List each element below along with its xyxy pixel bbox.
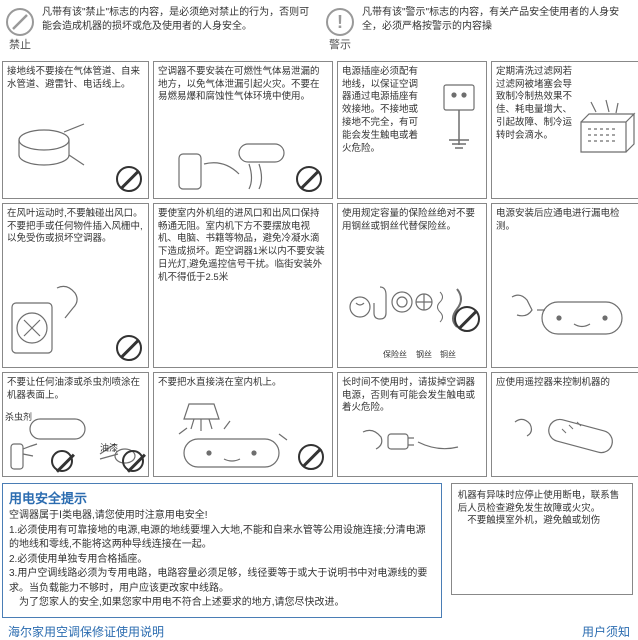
safety-title: 用电安全提示 xyxy=(9,490,435,508)
cell-water: 不要把水直接浇在室内机上。 xyxy=(153,372,333,477)
warning-text: 凡带有该"警示"标志的内容，有关产品安全使用者的人身安全，必须严格按警示的内容操 xyxy=(362,6,634,34)
warning-grid-row3: 不要让任何油漆或杀虫剂喷涂在机器表面上。 杀虫剂 油漆 不要把水直接浇在室内机上… xyxy=(0,370,638,479)
spray-label-b: 油漆 xyxy=(100,442,118,454)
cell-clearance: 要使室内外机组的进风口和出风口保持畅通无阻。室内机下方不要摆放电视机、电脑、书籍… xyxy=(153,203,333,368)
cell-text: 长时间不使用时，请拔掉空调器电源，否则有可能会发生触电或着火危险。 xyxy=(342,377,482,415)
cell-remote: 应使用遥控器来控制机器的 xyxy=(491,372,638,477)
warning-header: ! 警示 凡带有该"警示"标志的内容，有关产品安全使用者的人身安全，必须严格按警… xyxy=(322,4,636,55)
cell-fuse: 使用规定容量的保险丝绝对不要用钢丝或铜丝代替保险丝。 保险丝 钢丝 铜丝 xyxy=(337,203,487,368)
prohibit-text: 凡带有该"禁止"标志的内容，是必须绝对禁止的行为，否则可能会造成机器的损坏或危及… xyxy=(42,6,314,34)
safety-body: 空调器属于Ⅰ类电器,请您使用时注意用电安全! 1.必须使用有可靠接地的电源,电源… xyxy=(9,509,435,611)
cell-text: 定期清洗过滤网若过滤网被堵塞会导致制冷制热效果不佳、耗电量增大、引起故障、制冷运… xyxy=(496,66,576,143)
plug-icon xyxy=(358,422,468,472)
cell-text: 要使室内外机组的进风口和出风口保持畅通无阻。室内机下方不要摆放电视机、电脑、书籍… xyxy=(158,208,328,285)
fuse-label-c: 铜丝 xyxy=(440,350,456,361)
cell-leak-test: 电源安装后应通电进行漏电检测。 xyxy=(491,203,638,368)
cell-unplug: 长时间不使用时，请拔掉空调器电源，否则有可能会发生触电或着火危险。 xyxy=(337,372,487,477)
prohibit-icon xyxy=(298,444,324,470)
prohibit-icon xyxy=(122,450,144,472)
cell-fan: 在风叶运动时,不要触碰出风口。不要把手或任何物件插入风栅中,以免受伤或损坏空调器… xyxy=(2,203,149,368)
outlet-icon xyxy=(429,80,484,150)
cell-text: 空调器不要安装在可燃性气体易泄漏的地方，以免气体泄漏引起火灾。不要在易燃易爆和腐… xyxy=(158,66,328,104)
tester-icon xyxy=(502,282,632,357)
warning-grid-row1: 接地线不要接在气体管道、自来水管道、避雷针、电话线上。 空调器不要安装在可燃性气… xyxy=(0,59,638,201)
safety-box: 用电安全提示 空调器属于Ⅰ类电器,请您使用时注意用电安全! 1.必须使用有可靠接… xyxy=(2,483,442,618)
fan-hand-icon xyxy=(7,273,102,363)
prohibit-label: 禁止 xyxy=(4,38,36,53)
pipe-icon xyxy=(9,120,89,180)
cell-grounding: 接地线不要接在气体管道、自来水管道、避雷针、电话线上。 xyxy=(2,61,149,199)
cell-spray: 不要让任何油漆或杀虫剂喷涂在机器表面上。 杀虫剂 油漆 xyxy=(2,372,149,477)
prohibit-icon xyxy=(6,8,34,36)
prohibit-icon xyxy=(116,166,142,192)
fuse-label-b: 钢丝 xyxy=(416,350,432,361)
header-row: 禁止 凡带有该"禁止"标志的内容，是必须绝对禁止的行为，否则可能会造成机器的损坏… xyxy=(0,0,638,59)
cell-text: 不要让任何油漆或杀虫剂喷涂在机器表面上。 xyxy=(7,377,144,403)
water-icon xyxy=(169,399,309,474)
fuse-label-a: 保险丝 xyxy=(383,350,407,361)
prohibit-icon xyxy=(116,335,142,361)
filter-icon xyxy=(576,97,638,167)
warning-label: 警示 xyxy=(324,38,356,53)
spray-label-a: 杀虫剂 xyxy=(5,413,32,423)
remote-icon xyxy=(507,407,632,472)
cell-text: 在风叶运动时,不要触碰出风口。不要把手或任何物件插入风栅中,以免受伤或损坏空调器… xyxy=(7,208,144,246)
warning-grid-row2: 在风叶运动时,不要触碰出风口。不要把手或任何物件插入风栅中,以免受伤或损坏空调器… xyxy=(0,201,638,370)
cell-flammable: 空调器不要安装在可燃性气体易泄漏的地方，以免气体泄漏引起火灾。不要在易燃易爆和腐… xyxy=(153,61,333,199)
cell-outlet: 电源插座必须配有地线，以保证空调器通过电源插座有效接地。不接地或接地不完全，有可… xyxy=(337,61,487,199)
cell-text: 不要把水直接浇在室内机上。 xyxy=(158,377,328,390)
prohibit-icon xyxy=(454,306,480,332)
footer: 海尔家用空调保修证使用说明 用户须知 xyxy=(0,620,638,640)
cell-text: 接地线不要接在气体管道、自来水管道、避雷针、电话线上。 xyxy=(7,66,144,92)
prohibit-header: 禁止 凡带有该"禁止"标志的内容，是必须绝对禁止的行为，否则可能会造成机器的损坏… xyxy=(2,4,316,55)
cell-filter: 定期清洗过滤网若过滤网被堵塞会导致制冷制热效果不佳、耗电量增大、引起故障、制冷运… xyxy=(491,61,638,199)
cell-text: 电源安装后应通电进行漏电检测。 xyxy=(496,208,636,234)
prohibit-icon xyxy=(296,166,322,192)
gas-tank-icon xyxy=(174,139,294,194)
warning-icon: ! xyxy=(326,8,354,36)
cell-text: 使用规定容量的保险丝绝对不要用钢丝或铜丝代替保险丝。 xyxy=(342,208,482,234)
right-note: 机器有异味时应停止使用断电，联系售后人员检查避免发生故障或火灾。 不要触摸室外机… xyxy=(451,483,633,595)
cell-text: 电源插座必须配有地线，以保证空调器通过电源插座有效接地。不接地或接地不完全，有可… xyxy=(342,66,427,156)
prohibit-icon xyxy=(51,450,73,472)
cell-text: 应使用遥控器来控制机器的 xyxy=(496,377,636,390)
